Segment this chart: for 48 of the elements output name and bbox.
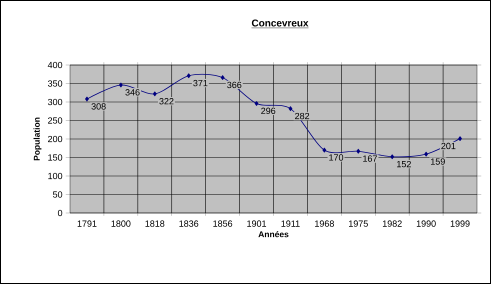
- x-tick-label: 1791: [78, 220, 96, 227]
- data-label: 152: [397, 160, 411, 168]
- point: [152, 91, 157, 96]
- data-label: 308: [91, 103, 106, 110]
- point: [85, 96, 89, 102]
- y-tick-label: 400: [48, 62, 62, 68]
- point: [288, 106, 292, 112]
- data-label: 170: [329, 154, 344, 161]
- y-tick-label: 250: [48, 117, 62, 124]
- y-tick-label: 200: [48, 136, 62, 142]
- y-tick-label: 0: [58, 210, 62, 216]
- x-tick-label: 1800: [112, 220, 130, 227]
- point: [186, 73, 191, 78]
- x-tick-label: 1975: [349, 220, 368, 227]
- x-tick-label: 1836: [179, 220, 198, 227]
- x-axis-title: Années: [258, 230, 288, 238]
- point: [458, 136, 462, 142]
- y-tick-label: 300: [48, 98, 62, 106]
- point: [220, 75, 225, 80]
- y-tick-label: 50: [52, 191, 62, 198]
- x-tick-label: 1911: [282, 220, 300, 227]
- data-label: 201: [441, 142, 456, 150]
- chart-title: Concevreux: [252, 19, 308, 27]
- y-tick-label: 350: [48, 80, 62, 87]
- x-tick-label: 1901: [247, 220, 266, 227]
- point: [118, 82, 123, 88]
- data-label: 159: [431, 158, 445, 165]
- data-label: 346: [125, 89, 140, 96]
- point: [356, 148, 360, 154]
- point: [390, 154, 394, 160]
- data-label: 296: [261, 108, 276, 114]
- x-tick-label: 1856: [213, 220, 232, 227]
- data-label: 167: [363, 155, 377, 162]
- x-tick-label: 1999: [450, 220, 470, 227]
- y-tick-label: 100: [48, 172, 62, 180]
- x-tick-label: 1990: [416, 220, 436, 227]
- data-label: 282: [295, 112, 310, 120]
- y-axis-title: Population: [34, 118, 42, 160]
- point: [322, 148, 326, 152]
- x-tick-label: 1982: [382, 220, 402, 227]
- point: [424, 152, 428, 157]
- x-tick-label: 1818: [146, 220, 164, 227]
- data-label: 371: [193, 80, 208, 86]
- y-tick-label: 150: [48, 154, 62, 161]
- data-label: 366: [227, 82, 242, 88]
- x-tick-label: 1968: [315, 220, 334, 227]
- data-label: 322: [159, 98, 174, 104]
- point: [254, 101, 258, 106]
